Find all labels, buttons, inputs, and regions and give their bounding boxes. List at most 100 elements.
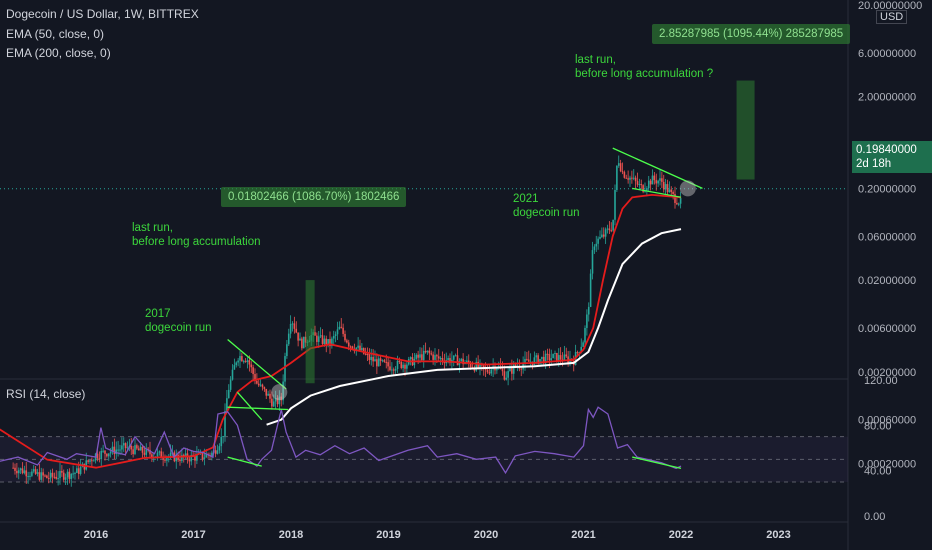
price-tick-label: 0.00020000 xyxy=(858,459,916,471)
candle-body xyxy=(524,358,526,364)
candle-body xyxy=(233,365,236,370)
candle-body xyxy=(627,178,629,180)
candle-body xyxy=(601,234,603,238)
trendline-2017-lower[interactable] xyxy=(236,391,263,421)
candle-body xyxy=(402,364,404,368)
candle-body xyxy=(441,357,444,361)
candle-body xyxy=(496,368,498,371)
candle-body xyxy=(299,338,301,341)
rsi-trendline-2021[interactable] xyxy=(632,456,682,470)
candle-body xyxy=(576,352,579,354)
candle-body xyxy=(327,339,329,345)
symbol-title[interactable]: Dogecoin / US Dollar, 1W, BITTREX xyxy=(6,7,199,21)
candle-body xyxy=(216,450,219,454)
candle-body xyxy=(563,354,566,361)
candle-body xyxy=(437,356,440,359)
candle-body xyxy=(535,355,538,358)
candle-body xyxy=(106,453,108,457)
candle-body xyxy=(381,360,384,362)
rsi-legend[interactable]: RSI (14, close) xyxy=(6,387,86,401)
candle-body xyxy=(544,353,547,364)
candle-body xyxy=(512,364,515,374)
breakout-marker[interactable] xyxy=(271,384,288,401)
candle-body xyxy=(625,177,628,179)
candle-body xyxy=(674,193,676,203)
candle-body xyxy=(527,359,530,362)
candle-body xyxy=(109,451,112,454)
candle-body xyxy=(224,411,226,436)
candle-body xyxy=(66,471,69,478)
candle-body xyxy=(400,361,403,368)
candle-body xyxy=(139,446,142,451)
candle-body xyxy=(655,180,658,184)
candle-body xyxy=(636,181,639,185)
measure-range-2022[interactable] xyxy=(736,80,755,180)
ema50-legend[interactable]: EMA (50, close, 0) xyxy=(6,27,105,41)
currency-button[interactable]: USD xyxy=(876,10,908,24)
candle-body xyxy=(166,457,168,461)
candle-body xyxy=(602,234,605,237)
ema200-legend[interactable]: EMA (200, close, 0) xyxy=(6,46,111,60)
candle-body xyxy=(634,177,637,182)
candle-body xyxy=(554,352,556,354)
trendline-2021-upper[interactable] xyxy=(612,147,703,189)
candle-body xyxy=(342,327,344,334)
candle-body xyxy=(542,356,545,364)
candle-body xyxy=(89,460,91,462)
rsi-trendline-2017-bottom[interactable] xyxy=(227,456,262,467)
candle-body xyxy=(565,354,568,357)
candle-body xyxy=(302,336,305,349)
candle-body xyxy=(541,356,543,359)
trendline-2021-lower[interactable] xyxy=(632,187,682,198)
candle-body xyxy=(387,362,389,367)
breakout-marker[interactable] xyxy=(679,180,696,197)
candle-body xyxy=(526,358,528,360)
candle-body xyxy=(546,353,549,355)
candle-body xyxy=(456,355,459,366)
candle-body xyxy=(447,358,449,361)
measurement-2022[interactable]: 2.85287985 (1095.44%) 285287985 xyxy=(652,24,851,44)
candle-body xyxy=(79,467,82,474)
candle-body xyxy=(246,360,249,363)
candle-body xyxy=(293,323,296,329)
candle-body xyxy=(314,332,316,336)
rsi-trendline-2017-top[interactable] xyxy=(227,406,289,411)
candle-body xyxy=(250,364,253,368)
candle-body xyxy=(25,470,28,477)
candle-body xyxy=(57,478,59,480)
candle-body xyxy=(122,443,125,446)
candle-body xyxy=(638,184,641,186)
candle-body xyxy=(261,384,264,388)
trendline-2017-upper[interactable] xyxy=(227,339,287,390)
candle-body xyxy=(323,338,326,344)
candle-body xyxy=(214,450,217,454)
candle-body xyxy=(501,368,504,372)
candle-body xyxy=(668,189,671,193)
candle-body xyxy=(677,203,680,205)
candle-body xyxy=(164,459,166,461)
candle-body xyxy=(614,190,616,220)
price-tick-label: 2.00000000 xyxy=(858,92,916,104)
candle-body xyxy=(276,398,279,405)
candle-body xyxy=(479,363,481,368)
candle-body xyxy=(98,458,101,460)
candle-body xyxy=(231,369,234,380)
measure-range-2017[interactable] xyxy=(305,280,315,384)
candle-body xyxy=(218,446,221,451)
candle-body xyxy=(179,459,181,462)
measurement-2017[interactable]: 0.01802466 (1086.70%) 1802466 xyxy=(221,187,407,207)
candle-body xyxy=(589,273,592,307)
candle-body xyxy=(14,467,16,471)
current-price-badge: 0.19840000 2d 18h xyxy=(852,141,932,173)
candle-body xyxy=(68,471,71,479)
candle-body xyxy=(119,449,121,451)
candle-body xyxy=(124,443,127,449)
candle-body xyxy=(430,353,433,355)
candle-body xyxy=(676,202,678,205)
candle-body xyxy=(201,452,204,459)
ema200-line xyxy=(266,228,682,426)
candle-body xyxy=(77,468,80,474)
price-tick-label: 0.06000000 xyxy=(858,231,916,243)
candle-body xyxy=(280,396,283,401)
